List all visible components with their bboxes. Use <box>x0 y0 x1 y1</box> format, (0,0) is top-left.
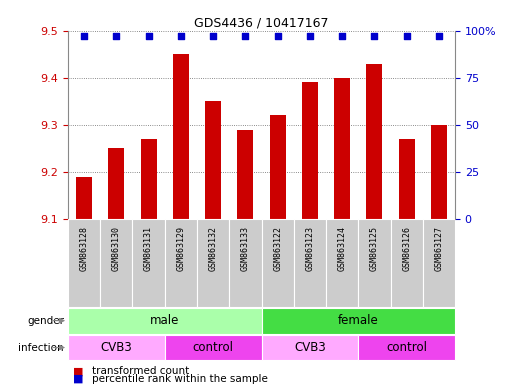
Text: GSM863122: GSM863122 <box>273 226 282 271</box>
Bar <box>205 101 221 219</box>
Bar <box>68 334 165 361</box>
Text: GSM863131: GSM863131 <box>144 226 153 271</box>
Point <box>241 33 249 40</box>
Point <box>338 33 346 40</box>
Text: control: control <box>192 341 234 354</box>
Text: infection: infection <box>18 343 64 353</box>
Bar <box>294 219 326 307</box>
Bar <box>165 219 197 307</box>
Bar <box>132 219 165 307</box>
Text: gender: gender <box>27 316 64 326</box>
Text: ■: ■ <box>73 366 84 376</box>
Title: GDS4436 / 10417167: GDS4436 / 10417167 <box>194 17 329 30</box>
Point <box>370 33 379 40</box>
Bar <box>141 139 157 219</box>
Text: percentile rank within the sample: percentile rank within the sample <box>92 374 267 384</box>
Bar <box>366 64 382 219</box>
Bar <box>68 308 262 334</box>
Point <box>177 33 185 40</box>
Point <box>435 33 443 40</box>
Point <box>112 33 120 40</box>
Text: GSM863133: GSM863133 <box>241 226 250 271</box>
Point <box>80 33 88 40</box>
Bar <box>262 334 358 361</box>
Text: GSM863128: GSM863128 <box>79 226 88 271</box>
Bar <box>197 219 229 307</box>
Text: GSM863130: GSM863130 <box>112 226 121 271</box>
Bar <box>358 219 391 307</box>
Text: GSM863124: GSM863124 <box>338 226 347 271</box>
Point <box>274 33 282 40</box>
Bar <box>165 334 262 361</box>
Text: GSM863125: GSM863125 <box>370 226 379 271</box>
Bar <box>76 177 92 219</box>
Bar <box>108 148 124 219</box>
Text: GSM863123: GSM863123 <box>305 226 314 271</box>
Text: transformed count: transformed count <box>92 366 189 376</box>
Text: GSM863126: GSM863126 <box>402 226 411 271</box>
Text: CVB3: CVB3 <box>294 341 326 354</box>
Bar <box>358 334 455 361</box>
Bar <box>262 308 455 334</box>
Bar <box>302 83 318 219</box>
Bar <box>399 139 415 219</box>
Bar <box>229 219 262 307</box>
Bar <box>431 125 447 219</box>
Bar <box>68 219 100 307</box>
Point <box>209 33 218 40</box>
Bar <box>423 219 455 307</box>
Point <box>305 33 314 40</box>
Bar <box>173 54 189 219</box>
Text: GSM863132: GSM863132 <box>209 226 218 271</box>
Point <box>403 33 411 40</box>
Bar <box>100 219 132 307</box>
Bar <box>326 219 358 307</box>
Bar <box>262 219 294 307</box>
Point <box>144 33 153 40</box>
Text: GSM863129: GSM863129 <box>176 226 185 271</box>
Bar <box>237 129 254 219</box>
Text: female: female <box>338 314 379 327</box>
Bar <box>334 78 350 219</box>
Text: control: control <box>386 341 427 354</box>
Text: GSM863127: GSM863127 <box>435 226 444 271</box>
Bar <box>269 115 286 219</box>
Bar <box>391 219 423 307</box>
Text: ■: ■ <box>73 374 84 384</box>
Text: CVB3: CVB3 <box>100 341 132 354</box>
Text: male: male <box>150 314 179 327</box>
